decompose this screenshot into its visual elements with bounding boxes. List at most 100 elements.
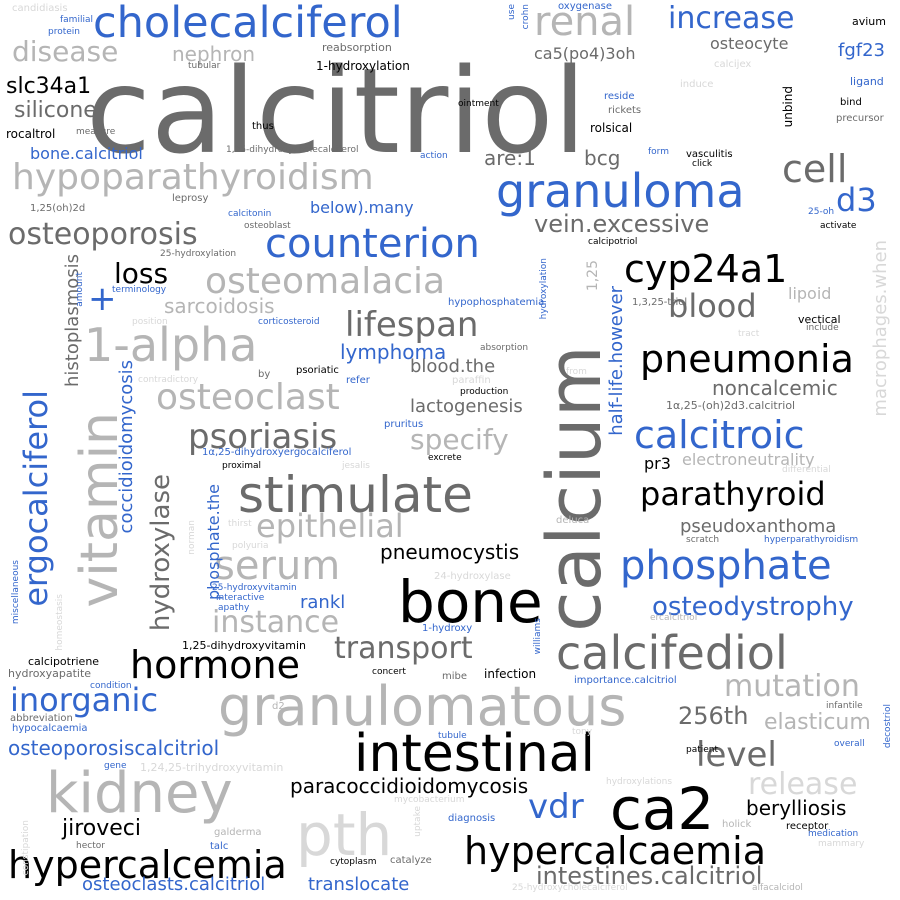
cloud-word: below).many (310, 198, 414, 217)
cloud-word: refer (346, 375, 370, 386)
cloud-word: ointment (458, 99, 499, 109)
cloud-word: interactive (216, 593, 265, 603)
cloud-word: blood (668, 287, 757, 325)
cloud-word: vein.excessive (534, 210, 710, 238)
cloud-word: lipoid (788, 284, 832, 303)
cloud-word: counterion (265, 221, 480, 267)
cloud-word: holick (722, 819, 752, 830)
cloud-word: rolsical (590, 121, 633, 135)
cloud-word: decostriol (883, 704, 893, 749)
cloud-word: 25-hydroxycholecalciferol (512, 883, 628, 893)
cloud-word: from (566, 367, 587, 377)
cloud-word: candidiasis (12, 3, 68, 14)
cloud-word: osteoclast (156, 377, 340, 418)
cloud-word: talc (210, 841, 229, 852)
cloud-word: 1,25-dihydroxycholecalciferol (226, 145, 359, 155)
cloud-word: inorganic (10, 681, 159, 719)
cloud-word: 1,3,25-triol (632, 297, 688, 308)
cloud-word: psoriasis (188, 417, 338, 457)
cloud-word: calcitroic (634, 413, 805, 457)
cloud-word: contradictory (138, 375, 199, 385)
cloud-word: osteocyte (710, 34, 789, 53)
cloud-word: calcipotriene (28, 655, 100, 668)
cloud-word: granulomatous (218, 675, 627, 738)
cloud-word: coccidioidomycosis (116, 360, 137, 534)
cloud-word: leprosy (172, 193, 209, 204)
cloud-word: unbind (781, 86, 795, 128)
cloud-word: jesalis (342, 461, 370, 471)
cloud-word: alfacalcidol (752, 883, 803, 893)
cloud-word: tubular (188, 61, 221, 71)
cloud-word: translocate (308, 874, 410, 895)
cloud-word: bone.calcitriol (30, 144, 143, 163)
cloud-word: specify (410, 423, 509, 456)
cloud-word: williams (533, 618, 543, 655)
cloud-word: pneumonia (640, 337, 854, 381)
cloud-word: proximal (222, 461, 262, 471)
cloud-word: are:1 (484, 146, 536, 170)
cloud-word: renal (534, 0, 636, 45)
cloud-word: homeostasis (55, 594, 65, 651)
cloud-word: 1-hydroxy (422, 623, 473, 634)
cloud-word: 1α,25-(oh)2d3.calcitriol (666, 399, 796, 412)
cloud-word: blood.the (410, 356, 496, 377)
cloud-word: cell (782, 147, 848, 191)
cloud-word: constipation (21, 820, 31, 876)
cloud-word: slc34a1 (6, 74, 92, 99)
cloud-word: norman (187, 520, 197, 555)
cloud-word: cyp24a1 (624, 247, 788, 291)
cloud-word: psoriatic (296, 365, 339, 376)
cloud-word: intestinal (354, 724, 595, 784)
cloud-word: form (648, 147, 669, 157)
cloud-word: hypoparathyroidism (12, 157, 374, 198)
cloud-word: excrete (428, 453, 462, 463)
cloud-word: ercalcitriol (650, 613, 698, 623)
cloud-word: tony (572, 727, 593, 737)
cloud-word: by (258, 369, 271, 380)
cloud-word: 24-hydroxylase (434, 571, 511, 582)
cloud-word: diagnosis (448, 813, 496, 824)
cloud-word: osteoporosis (8, 217, 198, 252)
cloud-word: ligand (850, 75, 884, 88)
cloud-word: instance (212, 605, 340, 640)
cloud-word: use (507, 4, 517, 20)
cloud-word: receptor (786, 821, 829, 832)
cloud-word: 1,25 (585, 260, 601, 292)
cloud-word: 1,25-dihydroxyvitamin (182, 639, 307, 652)
cloud-word: electroneutrality (682, 450, 815, 469)
cloud-word: level (696, 735, 777, 775)
cloud-word: rickets (608, 105, 642, 116)
cloud-word: osteodystrophy (652, 592, 854, 622)
cloud-word: lymphoma (340, 340, 447, 364)
cloud-word: increase (668, 1, 795, 36)
cloud-word: pneumocystis (380, 540, 520, 564)
cloud-word: corticosteroid (258, 317, 320, 327)
cloud-word: 25-hydroxylation (160, 249, 237, 259)
cloud-word: deluca (556, 515, 590, 526)
cloud-word: hydroxyapatite (8, 667, 92, 680)
cloud-word: thirst (228, 519, 252, 529)
cloud-word: pseudoxanthoma (680, 516, 837, 537)
cloud-word: cholecalciferol (93, 0, 403, 48)
cloud-word: sarcoidosis (164, 294, 275, 318)
cloud-word: production (460, 387, 509, 397)
cloud-word: ca2 (610, 775, 715, 843)
cloud-word: include (806, 323, 839, 333)
cloud-word: absorption (480, 343, 529, 353)
cloud-word: calcijex (714, 59, 752, 70)
cloud-word: differential (782, 465, 831, 475)
cloud-word: 25-hydroxyvitamin (212, 583, 297, 593)
cloud-word: cytoplasm (330, 857, 377, 867)
cloud-word: lifespan (345, 305, 479, 345)
cloud-word: calcium (532, 345, 618, 632)
cloud-word: overall (834, 739, 865, 749)
cloud-word: miscellaneous (11, 560, 21, 625)
cloud-word: induce (680, 79, 714, 90)
cloud-word: hormone (130, 643, 301, 687)
cloud-word: osteomalacia (205, 261, 446, 302)
cloud-word: release (748, 767, 858, 802)
cloud-word: vdr (528, 787, 584, 827)
cloud-word: scratch (686, 535, 720, 545)
cloud-word: mycobacterium (394, 795, 465, 805)
